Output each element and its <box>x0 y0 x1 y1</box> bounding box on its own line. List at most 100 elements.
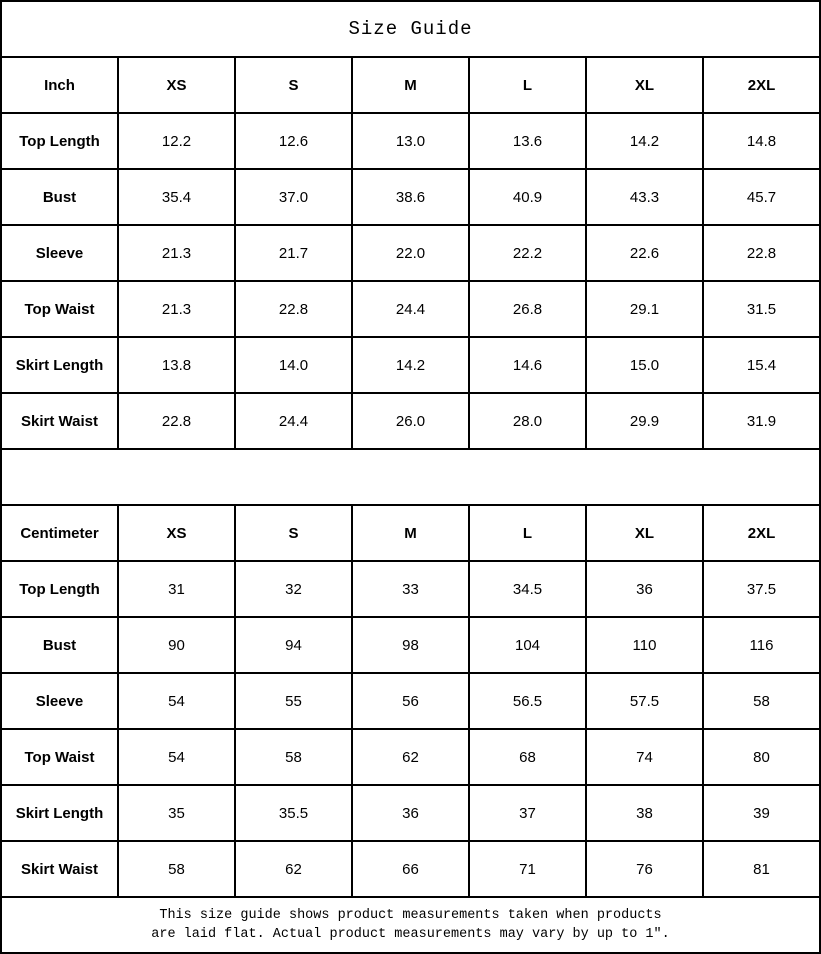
size-value-cell: 22.8 <box>234 280 353 338</box>
size-value-cell: 110 <box>585 616 704 674</box>
size-value-cell: 14.2 <box>585 112 704 170</box>
size-value-cell: 21.3 <box>117 224 236 282</box>
row-label: Skirt Length <box>0 784 119 842</box>
measurement-note: This size guide shows product measuremen… <box>0 896 821 954</box>
row-label: Top Waist <box>0 728 119 786</box>
size-value-cell: 14.8 <box>702 112 821 170</box>
size-value-cell: 22.8 <box>702 224 821 282</box>
size-col-header-2xl: 2XL <box>702 56 821 114</box>
size-value-cell: 34.5 <box>468 560 587 618</box>
size-value-cell: 90 <box>117 616 236 674</box>
size-value-cell: 21.3 <box>117 280 236 338</box>
size-value-cell: 32 <box>234 560 353 618</box>
table-row-cm-top-waist: Top Waist 54 58 62 68 74 80 <box>0 728 821 786</box>
size-value-cell: 98 <box>351 616 470 674</box>
size-value-cell: 66 <box>351 840 470 898</box>
inch-header-row: Inch XS S M L XL 2XL <box>0 56 821 114</box>
size-value-cell: 45.7 <box>702 168 821 226</box>
row-label: Sleeve <box>0 224 119 282</box>
note-line-2: are laid flat. Actual product measuremen… <box>151 927 670 942</box>
centimeter-header-row: Centimeter XS S M L XL 2XL <box>0 504 821 562</box>
size-value-cell: 58 <box>117 840 236 898</box>
size-value-cell: 14.2 <box>351 336 470 394</box>
size-value-cell: 15.0 <box>585 336 704 394</box>
row-label: Top Waist <box>0 280 119 338</box>
size-value-cell: 80 <box>702 728 821 786</box>
size-value-cell: 71 <box>468 840 587 898</box>
table-row-inch-top-waist: Top Waist 21.3 22.8 24.4 26.8 29.1 31.5 <box>0 280 821 338</box>
spacer-row <box>0 448 821 506</box>
size-value-cell: 35 <box>117 784 236 842</box>
note-row: This size guide shows product measuremen… <box>0 896 821 954</box>
table-row-inch-top-length: Top Length 12.2 12.6 13.0 13.6 14.2 14.8 <box>0 112 821 170</box>
size-col-header-xs: XS <box>117 56 236 114</box>
size-value-cell: 74 <box>585 728 704 786</box>
size-value-cell: 26.8 <box>468 280 587 338</box>
size-col-header-s: S <box>234 504 353 562</box>
table-row-inch-sleeve: Sleeve 21.3 21.7 22.0 22.2 22.6 22.8 <box>0 224 821 282</box>
size-value-cell: 13.6 <box>468 112 587 170</box>
size-value-cell: 35.4 <box>117 168 236 226</box>
size-value-cell: 57.5 <box>585 672 704 730</box>
size-value-cell: 28.0 <box>468 392 587 450</box>
size-value-cell: 12.2 <box>117 112 236 170</box>
size-value-cell: 21.7 <box>234 224 353 282</box>
row-label: Bust <box>0 168 119 226</box>
size-value-cell: 29.1 <box>585 280 704 338</box>
table-row-cm-skirt-length: Skirt Length 35 35.5 36 37 38 39 <box>0 784 821 842</box>
size-col-header-m: M <box>351 504 470 562</box>
spacer <box>0 448 821 506</box>
row-label: Skirt Length <box>0 336 119 394</box>
size-value-cell: 56.5 <box>468 672 587 730</box>
size-value-cell: 13.8 <box>117 336 236 394</box>
size-value-cell: 62 <box>351 728 470 786</box>
size-value-cell: 31.5 <box>702 280 821 338</box>
row-label: Top Length <box>0 560 119 618</box>
size-value-cell: 12.6 <box>234 112 353 170</box>
size-value-cell: 24.4 <box>351 280 470 338</box>
page-title: Size Guide <box>0 0 821 58</box>
unit-header-centimeter: Centimeter <box>0 504 119 562</box>
size-value-cell: 54 <box>117 728 236 786</box>
size-value-cell: 58 <box>702 672 821 730</box>
size-value-cell: 40.9 <box>468 168 587 226</box>
size-value-cell: 15.4 <box>702 336 821 394</box>
size-value-cell: 58 <box>234 728 353 786</box>
size-value-cell: 22.6 <box>585 224 704 282</box>
row-label: Skirt Waist <box>0 392 119 450</box>
unit-header-inch: Inch <box>0 56 119 114</box>
size-col-header-m: M <box>351 56 470 114</box>
size-value-cell: 43.3 <box>585 168 704 226</box>
size-col-header-l: L <box>468 56 587 114</box>
table-row-cm-sleeve: Sleeve 54 55 56 56.5 57.5 58 <box>0 672 821 730</box>
size-value-cell: 94 <box>234 616 353 674</box>
size-value-cell: 38 <box>585 784 704 842</box>
size-col-header-xl: XL <box>585 56 704 114</box>
row-label: Sleeve <box>0 672 119 730</box>
size-value-cell: 55 <box>234 672 353 730</box>
size-value-cell: 26.0 <box>351 392 470 450</box>
size-value-cell: 76 <box>585 840 704 898</box>
size-value-cell: 38.6 <box>351 168 470 226</box>
size-value-cell: 62 <box>234 840 353 898</box>
size-value-cell: 104 <box>468 616 587 674</box>
size-col-header-2xl: 2XL <box>702 504 821 562</box>
size-value-cell: 81 <box>702 840 821 898</box>
size-value-cell: 35.5 <box>234 784 353 842</box>
size-value-cell: 33 <box>351 560 470 618</box>
table-row-inch-bust: Bust 35.4 37.0 38.6 40.9 43.3 45.7 <box>0 168 821 226</box>
size-value-cell: 22.0 <box>351 224 470 282</box>
size-value-cell: 13.0 <box>351 112 470 170</box>
size-value-cell: 31 <box>117 560 236 618</box>
table-row-cm-top-length: Top Length 31 32 33 34.5 36 37.5 <box>0 560 821 618</box>
size-value-cell: 39 <box>702 784 821 842</box>
size-col-header-l: L <box>468 504 587 562</box>
size-value-cell: 68 <box>468 728 587 786</box>
size-value-cell: 36 <box>585 560 704 618</box>
size-value-cell: 37.5 <box>702 560 821 618</box>
size-value-cell: 116 <box>702 616 821 674</box>
table-row-cm-skirt-waist: Skirt Waist 58 62 66 71 76 81 <box>0 840 821 898</box>
size-value-cell: 14.0 <box>234 336 353 394</box>
